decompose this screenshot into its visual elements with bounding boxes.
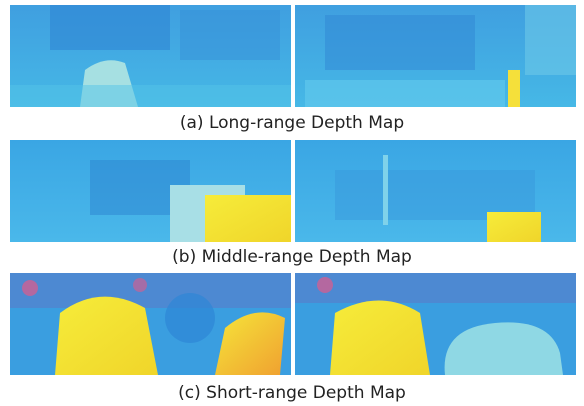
caption: (c) Short-range Depth Map	[178, 383, 406, 403]
depth-map-image	[295, 140, 576, 242]
figure: (a) Long-range Depth Map (b) Middle-rang…	[0, 0, 584, 406]
page: (a) Long-range Depth Map (b) Middle-rang…	[0, 0, 584, 406]
depth-map-image	[295, 5, 576, 107]
depth-map-image	[295, 273, 576, 375]
depth-map-image	[10, 273, 291, 375]
depth-map-image	[10, 5, 291, 107]
depth-map-image	[10, 140, 291, 242]
caption: (a) Long-range Depth Map	[180, 113, 404, 133]
caption: (b) Middle-range Depth Map	[172, 247, 412, 267]
